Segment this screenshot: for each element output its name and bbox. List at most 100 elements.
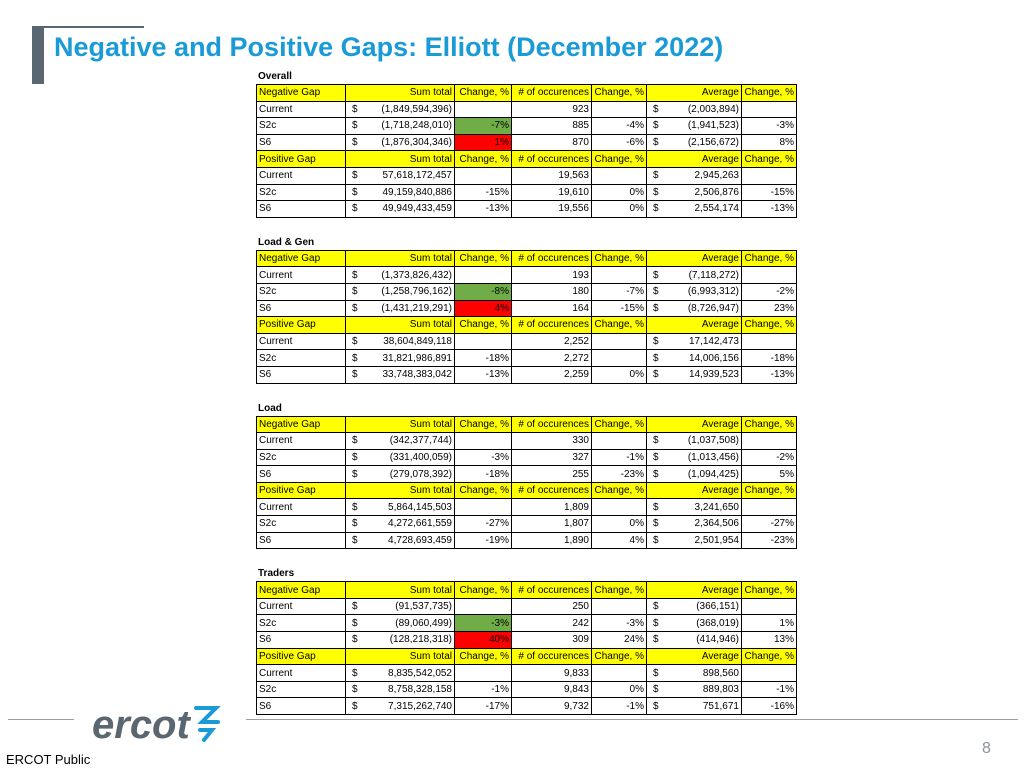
row-label: Current <box>256 100 346 119</box>
sum-dollar-sign: $ <box>345 100 366 119</box>
sum-total-header: Sum total <box>366 647 455 666</box>
average-change-value: -15% <box>741 183 797 202</box>
average-dollar-sign: $ <box>646 117 667 135</box>
change-header: Change, % <box>741 316 797 334</box>
table-row: Current $ (1,373,826,432) 193 $ (7,118,272) <box>256 266 797 284</box>
header-spacer <box>345 316 366 334</box>
occurences-value: 923 <box>511 100 592 119</box>
change-header: Change, % <box>741 481 797 500</box>
average-dollar-sign: $ <box>646 183 667 202</box>
average-change-value: -13% <box>741 365 797 384</box>
page-number: 8 <box>982 740 991 757</box>
occurences-change-value <box>591 432 647 450</box>
table-row: Current $ (91,537,735) 250 $ (366,151) <box>256 597 797 616</box>
sum-total-value: (1,431,219,291) <box>366 299 455 318</box>
occurences-change-value <box>591 664 647 682</box>
change-header: Change, % <box>591 415 647 434</box>
average-dollar-sign: $ <box>646 448 667 467</box>
sum-dollar-sign: $ <box>345 166 366 185</box>
negative-gap-header-row: Negative Gap Sum total Change, % # of occur… <box>256 581 797 599</box>
sum-dollar-sign: $ <box>345 349 366 367</box>
occurences-value: 9,732 <box>511 697 592 715</box>
gap-table: Negative Gap Sum total Change, % # of occur… <box>256 581 797 715</box>
ercot-logo-text: ercot <box>92 703 191 747</box>
table-row: S2c $ (1,258,796,162) -8% 180 -7% $ (6,993,312)… <box>256 282 797 301</box>
sum-total-header: Sum total <box>366 581 455 599</box>
sum-change-value <box>454 432 512 450</box>
sum-total-value: (1,849,594,396) <box>366 100 455 119</box>
average-header: Average <box>667 84 742 102</box>
average-value: (8,726,947) <box>667 299 742 318</box>
sum-total-value: 38,604,849,118 <box>366 332 455 351</box>
average-dollar-sign: $ <box>646 365 667 384</box>
average-value: 751,671 <box>667 697 742 715</box>
average-change-value: -23% <box>741 531 797 550</box>
average-dollar-sign: $ <box>646 133 667 152</box>
sum-change-value: 4% <box>454 299 512 318</box>
positive-gap-label: Positive Gap <box>256 150 346 168</box>
occurences-change-value: -3% <box>591 614 647 633</box>
average-dollar-sign: $ <box>646 515 667 533</box>
average-value: (2,156,672) <box>667 133 742 152</box>
sum-total-value: 4,728,693,459 <box>366 531 455 550</box>
sum-total-value: 8,835,542,052 <box>366 664 455 682</box>
occurences-change-value <box>591 166 647 185</box>
average-change-value: 5% <box>741 465 797 483</box>
sum-change-value: 1% <box>454 133 512 152</box>
average-dollar-sign: $ <box>646 299 667 318</box>
row-label: Current <box>256 166 346 185</box>
average-change-value: -3% <box>741 117 797 135</box>
title-accent-line <box>44 26 144 28</box>
row-label: S6 <box>256 631 346 649</box>
average-header: Average <box>667 150 742 168</box>
gap-table: Negative Gap Sum total Change, % # of occur… <box>256 415 797 550</box>
change-header: Change, % <box>591 84 647 102</box>
average-change-value: 13% <box>741 631 797 649</box>
row-label: S2c <box>256 282 346 301</box>
ercot-logo-mark <box>194 706 221 742</box>
section-0: Overall Negative Gap Sum total Change, % # o… <box>256 70 797 218</box>
sum-dollar-sign: $ <box>345 133 366 152</box>
table-row: S2c $ (331,400,059) -3% 327 -1% $ (1,013,456) -2… <box>256 448 797 467</box>
sum-change-value: -13% <box>454 365 512 384</box>
occurences-change-value <box>591 597 647 616</box>
sum-dollar-sign: $ <box>345 266 366 284</box>
sum-dollar-sign: $ <box>345 614 366 633</box>
occurences-header: # of occurences <box>511 481 592 500</box>
average-value: 2,945,263 <box>667 166 742 185</box>
occurences-change-value: -23% <box>591 465 647 483</box>
sum-dollar-sign: $ <box>345 697 366 715</box>
gap-tables: Overall Negative Gap Sum total Change, % # o… <box>256 70 797 733</box>
average-dollar-sign: $ <box>646 100 667 119</box>
sum-change-value <box>454 664 512 682</box>
average-change-value: -2% <box>741 448 797 467</box>
positive-gap-label: Positive Gap <box>256 481 346 500</box>
sum-change-value: 40% <box>454 631 512 649</box>
section-1: Load & Gen Negative Gap Sum total Change, %… <box>256 236 797 384</box>
average-value: 2,554,174 <box>667 200 742 218</box>
sum-total-value: (89,060,499) <box>366 614 455 633</box>
header-spacer <box>345 249 366 268</box>
sum-change-value <box>454 166 512 185</box>
change-header: Change, % <box>591 150 647 168</box>
change-header: Change, % <box>591 316 647 334</box>
positive-gap-header-row: Positive Gap Sum total Change, % # of occur… <box>256 150 797 168</box>
average-change-value <box>741 498 797 517</box>
change-header: Change, % <box>591 647 647 666</box>
row-label: S2c <box>256 680 346 699</box>
occurences-value: 164 <box>511 299 592 318</box>
average-dollar-sign: $ <box>646 631 667 649</box>
header-spacer <box>646 84 667 102</box>
table-row: Current $57,618,172,457 19,563 $2,945,263 <box>256 166 797 185</box>
sum-total-header: Sum total <box>366 316 455 334</box>
sum-total-value: 8,758,328,158 <box>366 680 455 699</box>
row-label: Current <box>256 498 346 517</box>
row-label: S6 <box>256 200 346 218</box>
section-title: Traders <box>258 568 295 580</box>
sum-dollar-sign: $ <box>345 680 366 699</box>
sum-change-value: -1% <box>454 680 512 699</box>
occurences-value: 180 <box>511 282 592 301</box>
row-label: S2c <box>256 448 346 467</box>
sum-total-value: (1,258,796,162) <box>366 282 455 301</box>
row-label: S6 <box>256 697 346 715</box>
